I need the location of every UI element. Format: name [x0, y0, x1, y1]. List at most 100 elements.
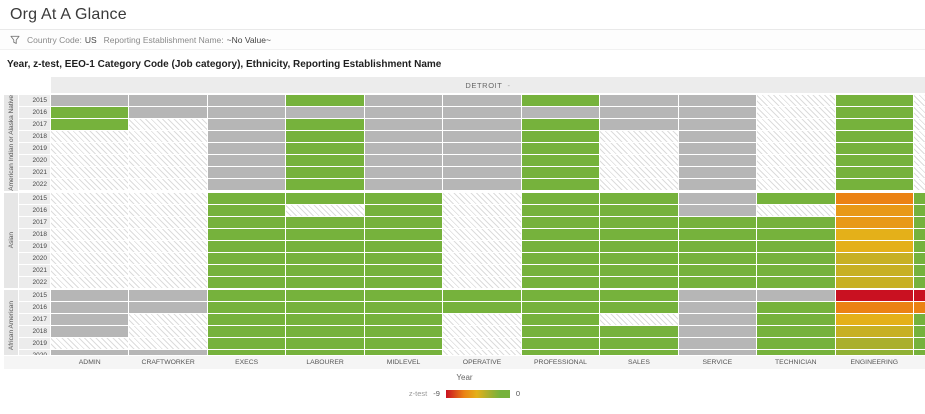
heatmap-cell[interactable]	[51, 325, 129, 337]
heatmap-cell[interactable]	[443, 325, 521, 337]
heatmap-cell[interactable]	[207, 313, 286, 325]
heatmap-cell[interactable]	[835, 107, 913, 118]
heatmap-cell[interactable]	[51, 192, 129, 204]
heatmap-cell[interactable]	[913, 204, 925, 216]
heatmap-cell[interactable]	[129, 252, 207, 264]
heatmap-cell[interactable]	[678, 252, 757, 264]
heatmap-cell[interactable]	[286, 216, 364, 228]
heatmap-cell[interactable]	[364, 216, 443, 228]
heatmap-cell[interactable]	[364, 131, 443, 142]
heatmap-cell[interactable]	[913, 155, 925, 166]
heatmap-cell[interactable]	[835, 179, 913, 190]
heatmap-cell[interactable]	[913, 240, 925, 252]
heatmap-cell[interactable]	[286, 119, 364, 130]
heatmap-cell[interactable]	[913, 337, 925, 349]
heatmap-cell[interactable]	[129, 143, 207, 154]
heatmap-cell[interactable]	[521, 264, 600, 276]
heatmap-cell[interactable]	[678, 289, 757, 301]
heatmap-cell[interactable]	[913, 131, 925, 142]
heatmap-cell[interactable]	[51, 119, 129, 130]
heatmap-cell[interactable]	[364, 143, 443, 154]
heatmap-cell[interactable]	[286, 228, 364, 240]
heatmap-cell[interactable]	[678, 276, 757, 288]
heatmap-cell[interactable]	[129, 349, 207, 355]
heatmap-cell[interactable]	[835, 240, 913, 252]
heatmap-cell[interactable]	[521, 252, 600, 264]
heatmap-cell[interactable]	[600, 167, 678, 178]
heatmap-cell[interactable]	[443, 216, 521, 228]
heatmap-cell[interactable]	[913, 289, 925, 301]
heatmap-cell[interactable]	[913, 192, 925, 204]
heatmap-cell[interactable]	[129, 301, 207, 313]
heatmap-cell[interactable]	[129, 240, 207, 252]
heatmap-cell[interactable]	[600, 204, 678, 216]
heatmap-cell[interactable]	[757, 192, 835, 204]
heatmap-cell[interactable]	[521, 95, 600, 106]
heatmap-cell[interactable]	[364, 289, 443, 301]
heatmap-cell[interactable]	[443, 264, 521, 276]
heatmap-cell[interactable]	[129, 155, 207, 166]
heatmap-cell[interactable]	[835, 337, 913, 349]
heatmap-cell[interactable]	[51, 167, 129, 178]
heatmap-cell[interactable]	[286, 301, 364, 313]
heatmap-cell[interactable]	[835, 216, 913, 228]
heatmap-cell[interactable]	[286, 337, 364, 349]
heatmap-cell[interactable]	[286, 131, 364, 142]
heatmap-cell[interactable]	[521, 313, 600, 325]
heatmap-cell[interactable]	[286, 252, 364, 264]
heatmap-cell[interactable]	[129, 313, 207, 325]
heatmap-cell[interactable]	[678, 349, 757, 355]
heatmap-cell[interactable]	[443, 155, 521, 166]
heatmap-cell[interactable]	[913, 276, 925, 288]
heatmap-cell[interactable]	[51, 179, 129, 190]
heatmap-cell[interactable]	[207, 337, 286, 349]
heatmap-cell[interactable]	[600, 95, 678, 106]
heatmap-cell[interactable]	[364, 107, 443, 118]
heatmap-cell[interactable]	[757, 107, 835, 118]
heatmap-cell[interactable]	[521, 204, 600, 216]
heatmap-cell[interactable]	[51, 107, 129, 118]
heatmap-cell[interactable]	[521, 276, 600, 288]
heatmap-cell[interactable]	[129, 119, 207, 130]
heatmap-cell[interactable]	[600, 301, 678, 313]
heatmap-cell[interactable]	[364, 252, 443, 264]
heatmap-cell[interactable]	[757, 276, 835, 288]
heatmap-cell[interactable]	[757, 155, 835, 166]
heatmap-cell[interactable]	[757, 204, 835, 216]
heatmap-cell[interactable]	[678, 143, 757, 154]
heatmap-cell[interactable]	[207, 289, 286, 301]
heatmap-cell[interactable]	[913, 143, 925, 154]
heatmap-cell[interactable]	[364, 349, 443, 355]
heatmap-cell[interactable]	[600, 192, 678, 204]
heatmap-cell[interactable]	[129, 95, 207, 106]
heatmap-cell[interactable]	[129, 192, 207, 204]
heatmap-cell[interactable]	[129, 204, 207, 216]
heatmap-cell[interactable]	[757, 240, 835, 252]
heatmap-cell[interactable]	[678, 325, 757, 337]
heatmap-cell[interactable]	[835, 192, 913, 204]
heatmap-cell[interactable]	[600, 313, 678, 325]
heatmap-cell[interactable]	[364, 95, 443, 106]
heatmap-cell[interactable]	[757, 349, 835, 355]
heatmap-cell[interactable]	[913, 252, 925, 264]
heatmap-cell[interactable]	[757, 119, 835, 130]
heatmap-cell[interactable]	[678, 192, 757, 204]
heatmap-cell[interactable]	[51, 289, 129, 301]
heatmap-cell[interactable]	[364, 167, 443, 178]
heatmap-cell[interactable]	[757, 313, 835, 325]
heatmap-cell[interactable]	[678, 107, 757, 118]
heatmap-cell[interactable]	[286, 192, 364, 204]
heatmap-cell[interactable]	[835, 143, 913, 154]
heatmap-cell[interactable]	[51, 204, 129, 216]
heatmap-cell[interactable]	[51, 143, 129, 154]
heatmap-cell[interactable]	[51, 301, 129, 313]
heatmap-cell[interactable]	[443, 252, 521, 264]
heatmap-cell[interactable]	[364, 228, 443, 240]
heatmap-cell[interactable]	[913, 179, 925, 190]
heatmap-cell[interactable]	[286, 276, 364, 288]
heatmap-cell[interactable]	[207, 228, 286, 240]
heatmap-cell[interactable]	[757, 301, 835, 313]
heatmap-cell[interactable]	[51, 252, 129, 264]
heatmap-cell[interactable]	[364, 264, 443, 276]
heatmap-cell[interactable]	[600, 349, 678, 355]
